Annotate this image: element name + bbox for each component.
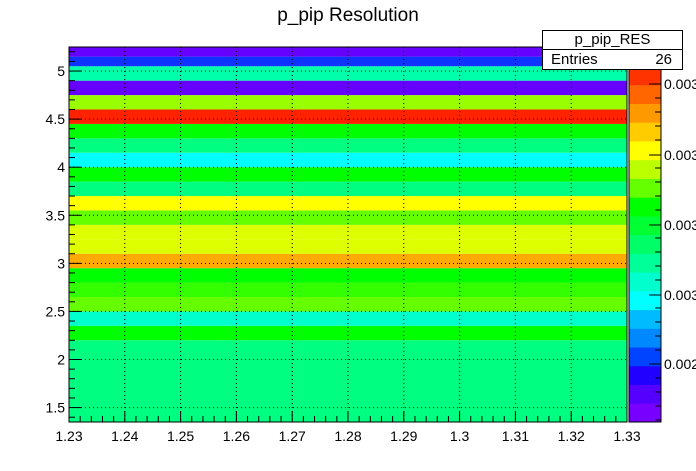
x-tick-label: 1.24 bbox=[111, 428, 138, 444]
palette-swatch bbox=[629, 403, 661, 423]
y-tick-label: 4.5 bbox=[46, 111, 66, 127]
palette-swatch bbox=[629, 272, 661, 292]
palette-swatch bbox=[629, 290, 661, 311]
stats-entries-value: 26 bbox=[655, 51, 672, 68]
stats-box-name: p_pip_RES bbox=[543, 31, 682, 50]
heatmap-band-3 bbox=[69, 297, 627, 312]
palette-tick-label: 0.003 bbox=[664, 217, 696, 233]
palette-swatch bbox=[629, 84, 661, 104]
palette-swatch bbox=[629, 328, 661, 348]
x-tick-label: 1.29 bbox=[390, 428, 417, 444]
heatmap-band-6 bbox=[69, 253, 627, 269]
x-axis: 1.23 1.24 1.25 1.26 1.27 1.28 1.29 1.3 1.31 1.32 1… bbox=[55, 411, 641, 444]
palette-swatch bbox=[629, 178, 661, 198]
palette-swatch bbox=[629, 347, 661, 367]
y-axis: 1.5 2 2.5 3 3.5 4 4.5 5 bbox=[46, 51, 81, 418]
stats-box: p_pip_RES Entries 26 bbox=[542, 30, 683, 70]
grid-lines bbox=[69, 47, 627, 422]
chart-title: p_pip Resolution bbox=[277, 5, 419, 26]
x-tick-label: 1.33 bbox=[613, 428, 640, 444]
heatmap-bands bbox=[69, 47, 627, 422]
heatmap-band-12 bbox=[69, 167, 627, 182]
color-palette bbox=[628, 65, 662, 423]
palette-swatch bbox=[629, 384, 661, 404]
y-tick-label: 2.5 bbox=[46, 303, 66, 319]
stats-entries-row: Entries 26 bbox=[543, 50, 682, 69]
palette-swatch bbox=[629, 66, 661, 86]
palette-swatch bbox=[629, 122, 661, 142]
y-tick-label: 4 bbox=[57, 159, 65, 175]
y-tick-label: 1.5 bbox=[46, 400, 66, 416]
palette-swatch bbox=[629, 234, 661, 254]
heatmap-band-0 bbox=[69, 340, 627, 422]
heatmap-band-16 bbox=[69, 109, 627, 124]
palette-swatch bbox=[629, 309, 661, 329]
palette-tick-label: 0.003 bbox=[664, 147, 696, 163]
palette-tick-label: 0.002 bbox=[664, 356, 696, 372]
palette-axis: 0.003 0.003 0.003 0.003 0.002 bbox=[649, 76, 696, 421]
x-tick-label: 1.25 bbox=[167, 428, 194, 444]
palette-swatch bbox=[629, 253, 661, 273]
palette-swatch bbox=[629, 159, 661, 179]
heatmap-band-19 bbox=[69, 66, 627, 81]
heatmap-band-1 bbox=[69, 325, 627, 341]
x-tick-label: 1.3 bbox=[450, 428, 470, 444]
heatmap-band-20 bbox=[69, 56, 627, 67]
x-tick-label: 1.27 bbox=[279, 428, 306, 444]
y-tick-label: 2 bbox=[57, 352, 65, 368]
x-tick-label: 1.28 bbox=[334, 428, 361, 444]
heatmap-band-8 bbox=[69, 224, 627, 240]
x-tick-label: 1.23 bbox=[55, 428, 82, 444]
palette-swatch bbox=[629, 215, 661, 236]
y-tick-label: 3.5 bbox=[46, 207, 66, 223]
palette-tick-label: 0.003 bbox=[664, 76, 696, 92]
y-tick-label: 3 bbox=[57, 255, 65, 271]
palette-tick-label: 0.003 bbox=[664, 287, 696, 303]
heatmap-band-17 bbox=[69, 95, 627, 110]
palette-swatch bbox=[629, 140, 661, 161]
palette-swatch bbox=[629, 365, 661, 386]
stats-entries-label: Entries bbox=[551, 51, 598, 68]
palette-swatch bbox=[629, 103, 661, 123]
heatmap-band-7 bbox=[69, 239, 627, 254]
palette-swatch bbox=[629, 197, 661, 217]
heatmap-band-4 bbox=[69, 282, 627, 297]
y-tick-label: 5 bbox=[57, 63, 65, 79]
heatmap-band-14 bbox=[69, 138, 627, 153]
x-tick-label: 1.31 bbox=[502, 428, 529, 444]
heatmap-band-2 bbox=[69, 311, 627, 326]
heatmap-band-11 bbox=[69, 181, 627, 197]
x-tick-label: 1.26 bbox=[223, 428, 250, 444]
heatmap-band-9 bbox=[69, 210, 627, 225]
x-tick-label: 1.32 bbox=[558, 428, 585, 444]
